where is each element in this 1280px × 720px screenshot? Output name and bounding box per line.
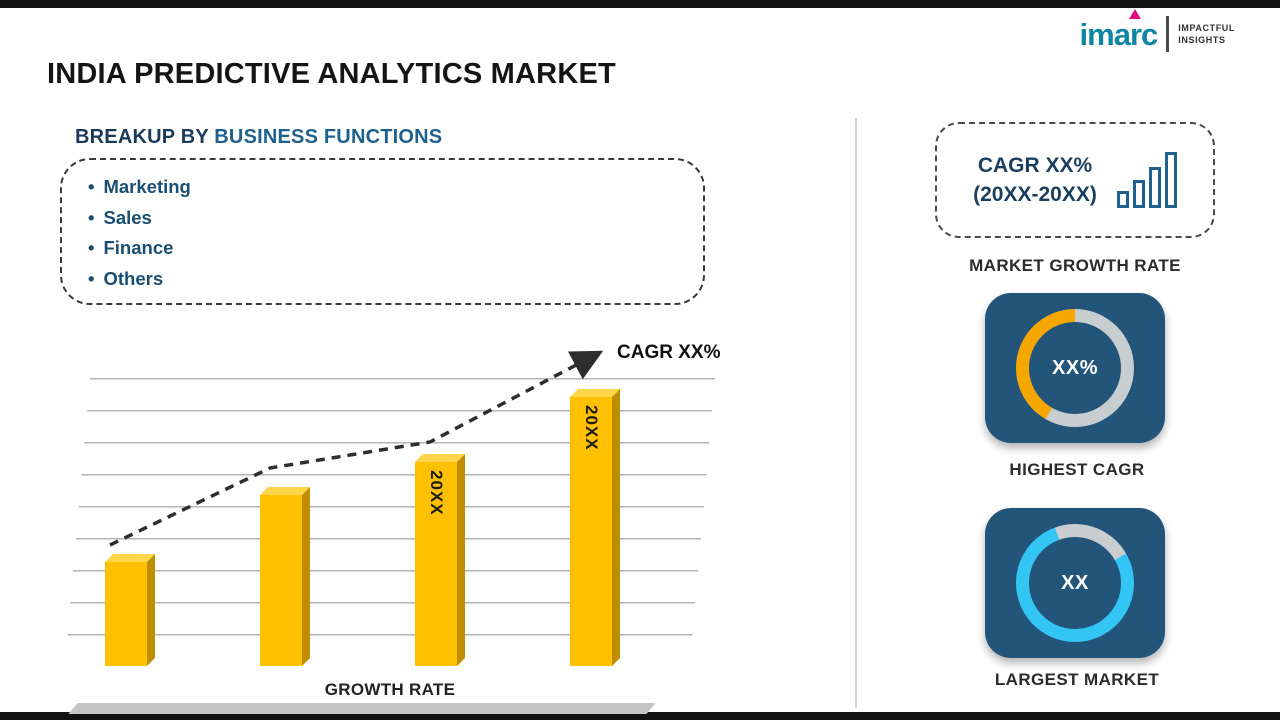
breakup-heading-main: BUSINESS FUNCTIONS — [214, 126, 443, 148]
imarc-logo-wordmark: imarc — [1079, 16, 1159, 52]
highest-cagr-value: XX% — [1052, 356, 1098, 379]
highest-cagr-label: HIGHEST CAGR — [1009, 460, 1145, 479]
list-item-others: • Others — [88, 264, 703, 295]
business-functions-box: • Marketing • Sales • Finance • Others — [60, 158, 705, 305]
largest-market-value: XX — [1061, 571, 1089, 594]
chart-xaxis-label: GROWTH RATE — [324, 680, 456, 699]
bullet-icon: • — [88, 237, 95, 258]
logo-tagline: IMPACTFUL INSIGHTS — [1178, 22, 1235, 46]
bar-chart-icon-bar — [1116, 191, 1129, 208]
breakup-heading: BREAKUP BY BUSINESS FUNCTIONS — [75, 126, 442, 149]
market-growth-rate-label: MARKET GROWTH RATE — [969, 256, 1181, 275]
page-title: INDIA PREDICTIVE ANALYTICS MARKET — [47, 58, 616, 90]
chart-bar-label: 20XX — [427, 470, 446, 516]
chart-bar-2 — [260, 495, 302, 666]
logo-tagline-line1: IMPACTFUL — [1178, 22, 1235, 33]
bar-chart-icon — [1116, 152, 1177, 208]
chart-bar-3: 20XX — [415, 462, 457, 666]
chart-bar-1 — [105, 562, 147, 666]
growth-rate-bar-chart: 20XX 20XX CAGR XX% — [64, 330, 755, 714]
cagr-summary-line2: (20XX-20XX) — [973, 183, 1097, 206]
bottom-edge-bar — [0, 712, 1280, 720]
logo-tagline-line2: INSIGHTS — [1178, 35, 1226, 45]
list-item-sales: • Sales — [88, 203, 703, 234]
chart-bar-4: 20XX — [570, 397, 612, 666]
chart-bars: 20XX 20XX — [65, 378, 715, 666]
bar-chart-icon-bar — [1164, 152, 1177, 208]
list-item-label: Marketing — [103, 176, 191, 197]
bar-chart-icon-bar — [1148, 167, 1161, 208]
list-item-marketing: • Marketing — [88, 172, 703, 203]
largest-market-tile: XX — [985, 508, 1165, 658]
bullet-icon: • — [88, 206, 95, 228]
logo-divider — [1166, 16, 1170, 52]
largest-market-label: LARGEST MARKET — [994, 670, 1160, 689]
cagr-summary-text: CAGR XX% (20XX-20XX) — [973, 151, 1097, 210]
chart-base-shadow — [68, 703, 656, 714]
largest-market-donut-chart: XX — [1016, 524, 1134, 642]
highest-cagr-donut-chart: XX% — [1016, 309, 1134, 427]
bullet-icon: • — [88, 267, 95, 289]
bar-chart-icon-bar — [1132, 180, 1145, 208]
cagr-summary-box: CAGR XX% (20XX-20XX) — [935, 122, 1215, 238]
list-item-label: Sales — [103, 206, 152, 228]
cagr-annotation: CAGR XX% — [617, 342, 721, 363]
section-divider — [855, 118, 857, 708]
highest-cagr-tile: XX% — [985, 293, 1165, 443]
chart-bar-label: 20XX — [582, 405, 601, 451]
list-item-finance: • Finance — [88, 233, 703, 264]
list-item-label: Others — [103, 267, 164, 289]
imarc-logo: imarc IMPACTFUL INSIGHTS — [1079, 9, 1235, 52]
cagr-summary-line1: CAGR XX% — [977, 153, 1093, 177]
bullet-icon: • — [88, 176, 95, 197]
list-item-label: Finance — [103, 237, 174, 258]
breakup-heading-prefix: BREAKUP BY — [75, 126, 215, 148]
business-functions-list: • Marketing • Sales • Finance • Others — [88, 172, 703, 294]
top-edge-bar — [0, 0, 1280, 8]
imarc-logo-triangle-icon — [1128, 9, 1141, 19]
